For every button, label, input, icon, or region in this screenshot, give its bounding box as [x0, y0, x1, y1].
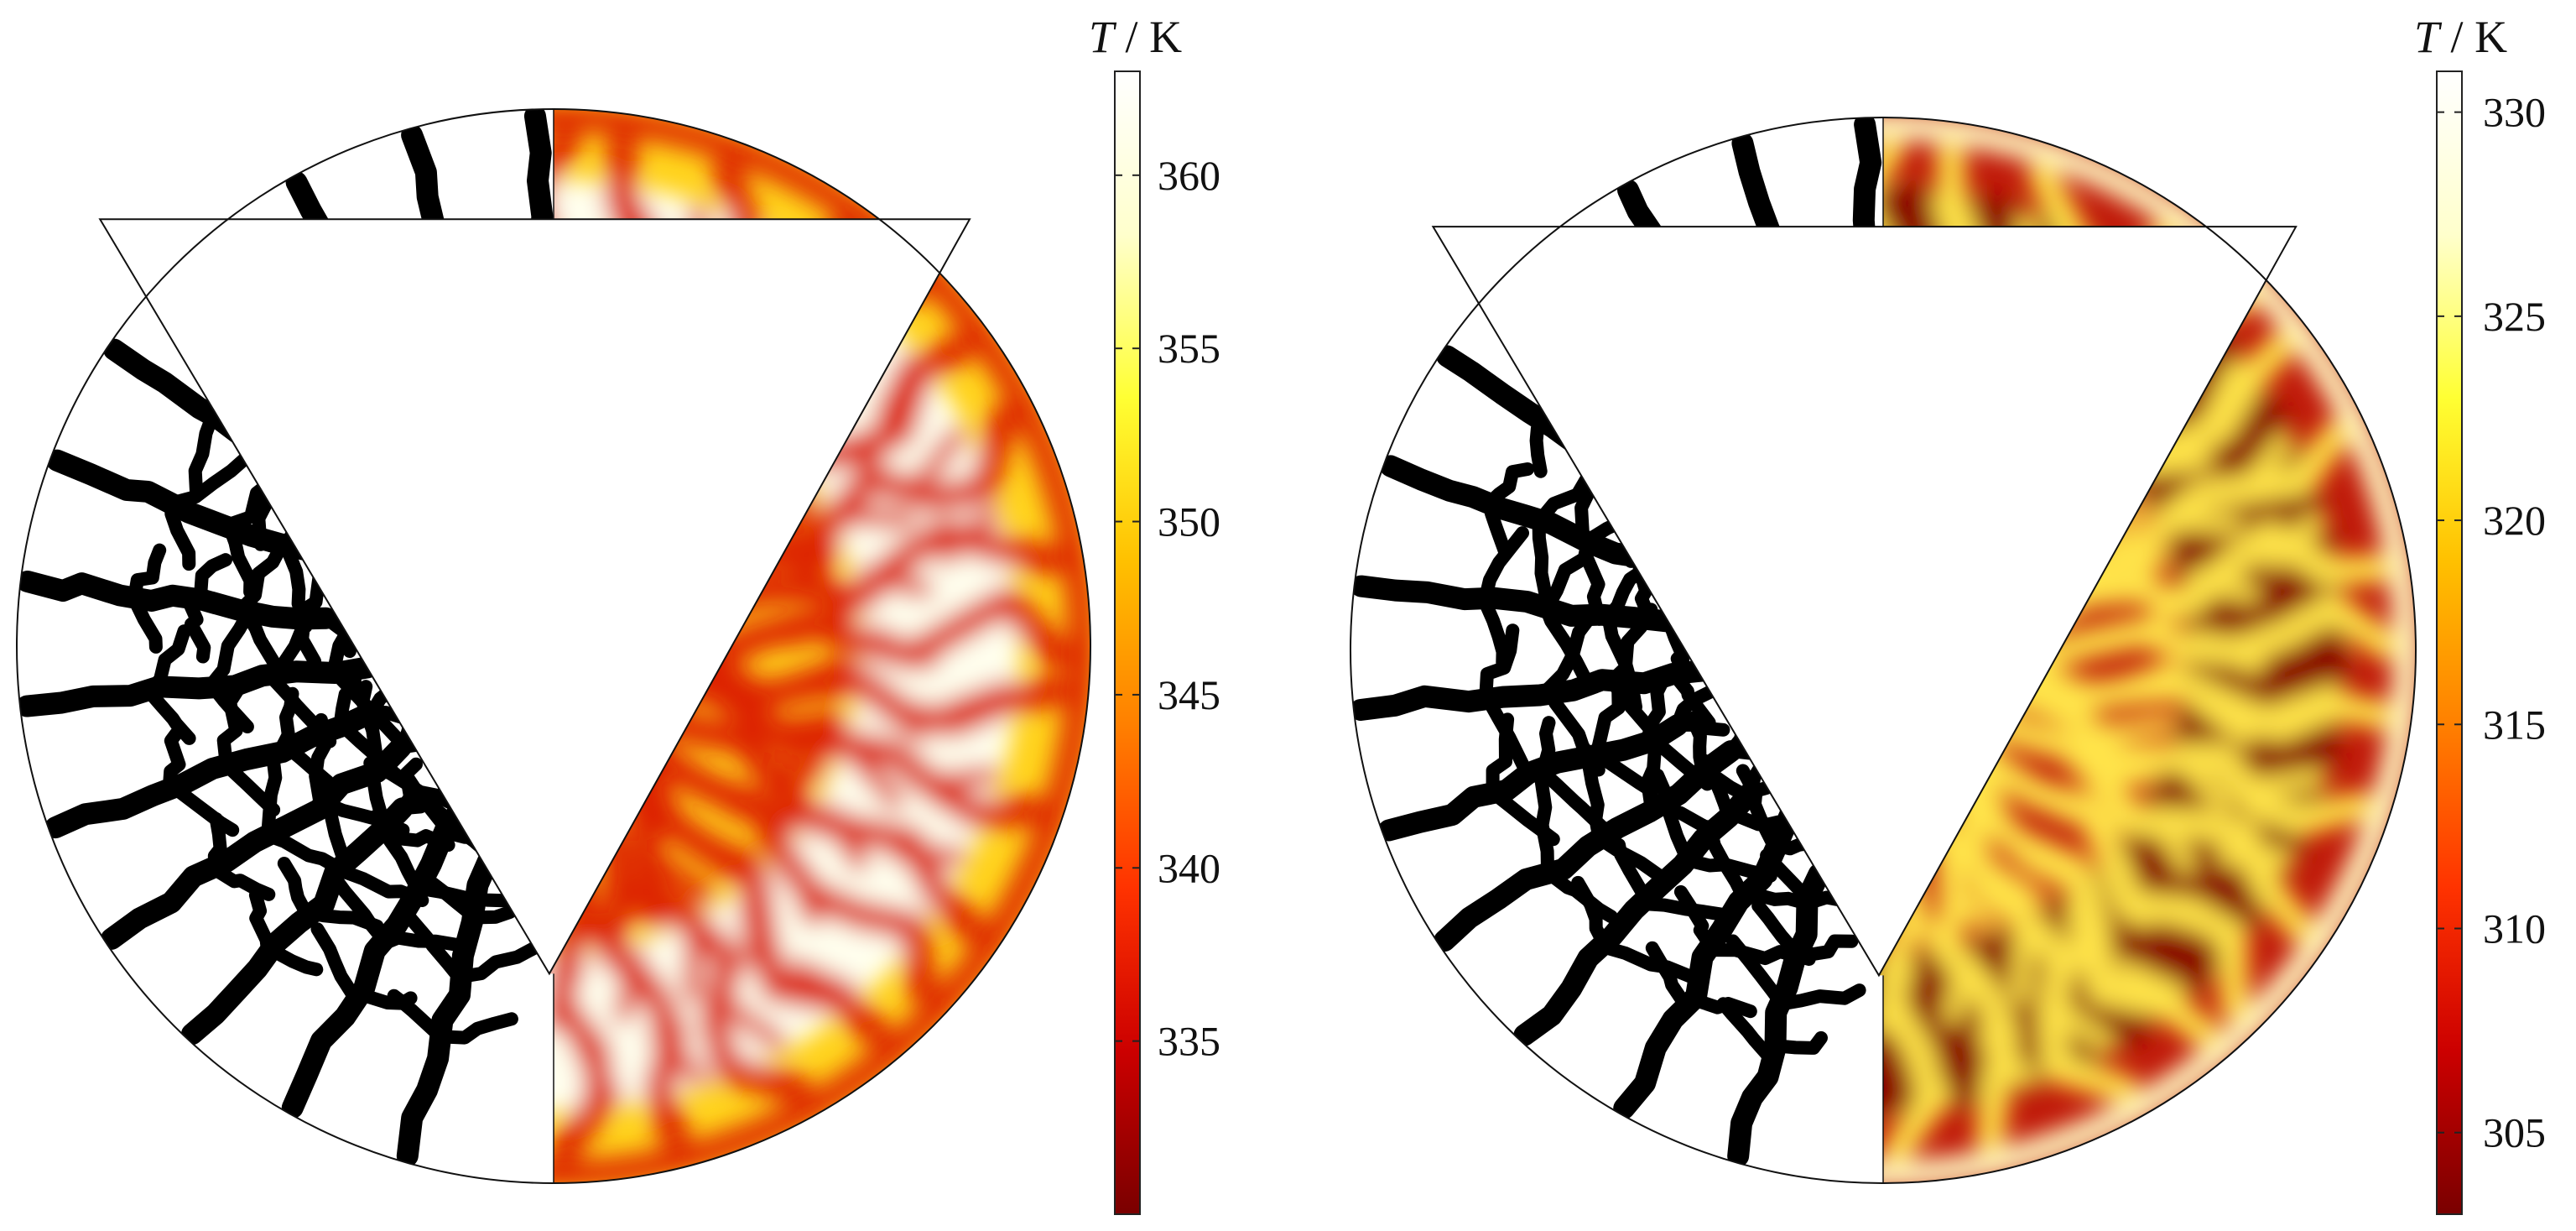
panel-left: T / K 335 340 345 350 355 360: [16, 12, 1220, 1215]
panel-right: T / K 305 310 315 320 325 330: [1350, 12, 2546, 1215]
colorbar-tick-label: 325: [2483, 293, 2546, 340]
colorbar-title-left: T / K: [1089, 12, 1182, 62]
colorbar-tick-label: 340: [1158, 844, 1220, 891]
colorbar-tick-label: 335: [1158, 1018, 1220, 1065]
domain-outline-right: [1350, 117, 2417, 1184]
heat-source-triangle: [98, 218, 971, 976]
colorbar-tick-label: 360: [1158, 152, 1220, 199]
domain-outline-left: [16, 108, 1091, 1184]
colorbar-tick-label: 305: [2483, 1109, 2546, 1156]
colorbar-gradient-left: [1114, 70, 1141, 1215]
colorbar-tick-label: 345: [1158, 671, 1220, 718]
colorbar-tick-label: 320: [2483, 497, 2546, 544]
colorbar-tick-label: 330: [2483, 89, 2546, 136]
colorbar-tick-label: 315: [2483, 701, 2546, 748]
colorbar-tick-label: 310: [2483, 905, 2546, 952]
colorbar-title-right: T / K: [2414, 12, 2507, 62]
temperature-field-right: [1433, 117, 2416, 1183]
colorbar-tick-label: 350: [1158, 498, 1220, 545]
colorbar-gradient-right: [2436, 70, 2463, 1215]
colorbar-left: T / K 335 340 345 350 355 360: [1089, 12, 1220, 1215]
heat-source-triangle: [1431, 226, 2298, 978]
colorbar-ticks-left: 335 340 345 350 355 360: [1115, 152, 1220, 1065]
colorbar-tick-label: 355: [1158, 325, 1220, 372]
colorbar-ticks-right: 305 310 315 320 325 330: [2437, 89, 2546, 1156]
colorbar-right: T / K 305 310 315 320 325 330: [2414, 12, 2546, 1215]
